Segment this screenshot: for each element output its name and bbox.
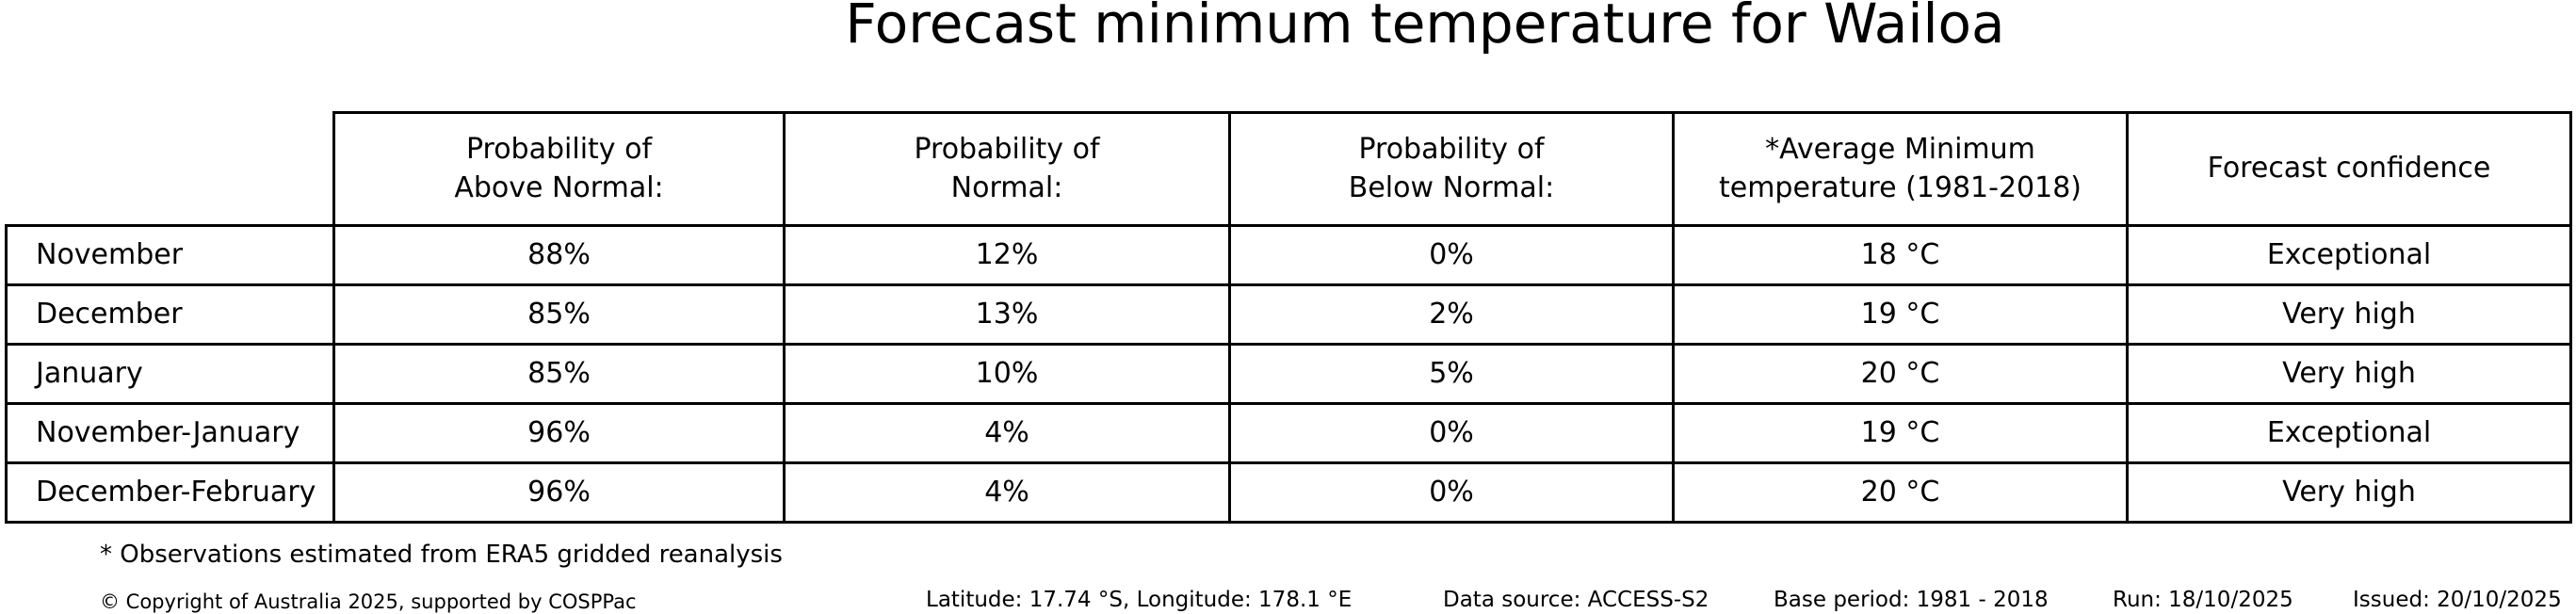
lat-lon-text: Latitude: 17.74 °S, Longitude: 178.1 °E [926, 588, 1353, 612]
cell-below-normal: 2% [1228, 283, 1675, 346]
cell-confidence: Very high [2126, 461, 2572, 524]
table-row-november: November 88% 12% 0% 18 °C Exceptional [5, 224, 2572, 286]
cell-avg-min-temp: 18 °C [1672, 224, 2129, 286]
row-label: December [5, 283, 335, 346]
cell-normal: 4% [783, 461, 1231, 524]
cell-avg-min-temp: 20 °C [1672, 343, 2129, 405]
table-row-december: December 85% 13% 2% 19 °C Very high [5, 283, 2572, 346]
table-row-november-january: November-January 96% 4% 0% 19 °C Excepti… [5, 402, 2572, 464]
col-header-avg-min-temp: *Average Minimum temperature (1981-2018) [1672, 111, 2129, 227]
cell-below-normal: 5% [1228, 343, 1675, 405]
header-row: Probability of Above Normal: Probability… [7, 111, 2572, 227]
col-header-below-normal: Probability of Below Normal: [1228, 111, 1675, 227]
run-date-text: Run: 18/10/2025 [2113, 588, 2293, 612]
col-header-forecast-confidence: Forecast confidence [2126, 111, 2572, 227]
corner-cell [7, 113, 334, 226]
copyright-text: © Copyright of Australia 2025, supported… [100, 590, 637, 613]
cell-below-normal: 0% [1228, 224, 1675, 286]
col-header-above-normal: Probability of Above Normal: [332, 111, 786, 227]
row-label: November-January [5, 402, 335, 464]
issued-date-text: Issued: 20/10/2025 [2353, 588, 2562, 612]
row-label: November [5, 224, 335, 286]
col-header-normal: Probability of Normal: [783, 111, 1231, 227]
base-period-text: Base period: 1981 - 2018 [1774, 588, 2049, 612]
cell-confidence: Exceptional [2126, 402, 2572, 464]
cell-normal: 12% [783, 224, 1231, 286]
table-row-january: January 85% 10% 5% 20 °C Very high [5, 343, 2572, 405]
cell-normal: 4% [783, 402, 1231, 464]
cell-avg-min-temp: 19 °C [1672, 402, 2129, 464]
cell-confidence: Exceptional [2126, 224, 2572, 286]
footnote: * Observations estimated from ERA5 gridd… [100, 541, 783, 569]
forecast-table: Probability of Above Normal: Probability… [5, 111, 2572, 524]
cell-avg-min-temp: 20 °C [1672, 461, 2129, 524]
cell-normal: 13% [783, 283, 1231, 346]
cell-below-normal: 0% [1228, 402, 1675, 464]
page-title: Forecast minimum temperature for Wailoa [845, 0, 2005, 56]
cell-above-normal: 88% [332, 224, 786, 286]
cell-normal: 10% [783, 343, 1231, 405]
cell-below-normal: 0% [1228, 461, 1675, 524]
row-label: December-February [5, 461, 335, 524]
cell-confidence: Very high [2126, 343, 2572, 405]
data-source-text: Data source: ACCESS-S2 [1443, 588, 1709, 612]
cell-above-normal: 96% [332, 402, 786, 464]
cell-above-normal: 96% [332, 461, 786, 524]
cell-above-normal: 85% [332, 283, 786, 346]
cell-confidence: Very high [2126, 283, 2572, 346]
cell-above-normal: 85% [332, 343, 786, 405]
row-label: January [5, 343, 335, 405]
table-row-december-february: December-February 96% 4% 0% 20 °C Very h… [5, 461, 2572, 524]
cell-avg-min-temp: 19 °C [1672, 283, 2129, 346]
